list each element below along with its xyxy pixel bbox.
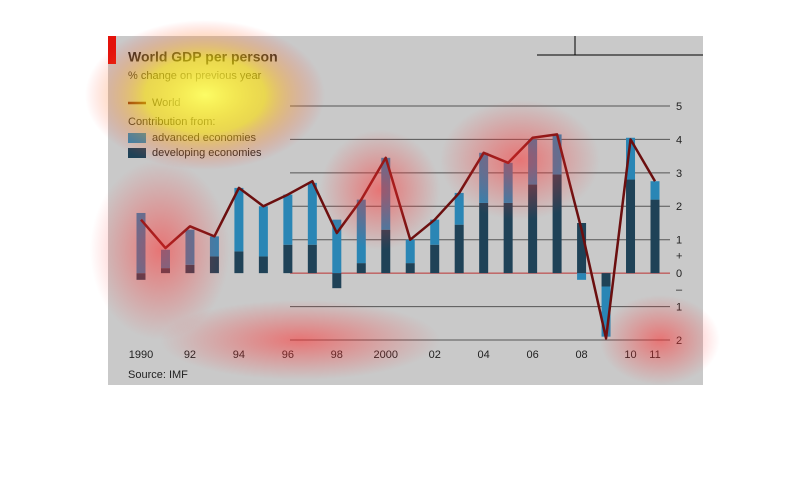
bar bbox=[356, 199, 366, 264]
source: Source: IMF bbox=[128, 369, 188, 381]
y-tick-label: 3 bbox=[676, 168, 682, 180]
sign-label: – bbox=[676, 284, 683, 296]
bar bbox=[283, 194, 293, 245]
bar bbox=[332, 273, 342, 289]
bar bbox=[626, 137, 636, 180]
legend-label: World bbox=[152, 97, 181, 109]
x-tick-label: 02 bbox=[429, 349, 441, 361]
x-tick-label: 2000 bbox=[374, 349, 398, 361]
y-tick-label: 2 bbox=[676, 201, 682, 213]
x-tick-label: 96 bbox=[282, 349, 294, 361]
bar bbox=[650, 199, 660, 274]
bar bbox=[209, 236, 219, 257]
bar bbox=[258, 256, 268, 274]
bar bbox=[626, 179, 636, 274]
chart-title: World GDP per person bbox=[128, 49, 278, 65]
y-tick-label: 0 bbox=[676, 268, 682, 280]
x-tick-label: 06 bbox=[526, 349, 538, 361]
legend-swatch bbox=[128, 148, 146, 158]
y-tick-label: 2 bbox=[676, 335, 682, 347]
y-tick-label: 5 bbox=[676, 101, 682, 113]
x-tick-label: 1990 bbox=[129, 349, 153, 361]
bar bbox=[258, 206, 268, 257]
y-tick-label: 1 bbox=[676, 301, 682, 313]
bar bbox=[209, 256, 219, 274]
bar bbox=[234, 187, 244, 252]
bar bbox=[552, 134, 562, 175]
x-tick-label: 04 bbox=[478, 349, 490, 361]
legend-swatch bbox=[128, 133, 146, 143]
bar bbox=[503, 202, 513, 274]
bar bbox=[307, 182, 317, 245]
sign-label: + bbox=[676, 250, 682, 262]
bar bbox=[185, 264, 195, 274]
x-tick-label: 08 bbox=[575, 349, 587, 361]
bar bbox=[601, 273, 611, 287]
bar bbox=[528, 139, 538, 185]
y-tick-label: 1 bbox=[676, 235, 682, 247]
x-tick-label: 94 bbox=[233, 349, 245, 361]
bar bbox=[160, 249, 170, 269]
chart-background bbox=[108, 36, 703, 385]
x-tick-label: 10 bbox=[624, 349, 636, 361]
bar bbox=[356, 263, 366, 274]
legend-label: developing economies bbox=[152, 147, 262, 159]
chart-subtitle: % change on previous year bbox=[128, 70, 262, 82]
red-tab bbox=[108, 36, 116, 64]
bar bbox=[136, 273, 146, 280]
bar bbox=[381, 229, 391, 274]
bar bbox=[454, 224, 464, 274]
legend-label: advanced economies bbox=[152, 132, 256, 144]
bar bbox=[528, 184, 538, 274]
x-tick-label: 92 bbox=[184, 349, 196, 361]
bar bbox=[405, 239, 415, 264]
bar bbox=[234, 251, 244, 274]
bar bbox=[479, 202, 489, 274]
y-tick-label: 4 bbox=[676, 134, 682, 146]
bar bbox=[283, 244, 293, 274]
legend-heading: Contribution from: bbox=[128, 116, 215, 128]
bar bbox=[430, 244, 440, 274]
bar bbox=[577, 223, 587, 274]
bar bbox=[503, 162, 513, 203]
bar bbox=[577, 273, 587, 280]
bar bbox=[552, 174, 562, 274]
bar bbox=[307, 244, 317, 274]
x-tick-label: 11 bbox=[649, 349, 660, 361]
bar bbox=[650, 181, 660, 200]
bar bbox=[160, 268, 170, 274]
bar bbox=[185, 229, 195, 265]
x-tick-label: 98 bbox=[331, 349, 343, 361]
bar bbox=[405, 263, 415, 274]
